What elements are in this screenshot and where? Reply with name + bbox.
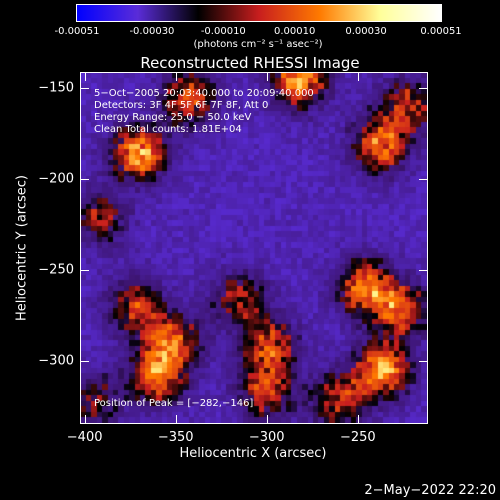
x-tick-mark xyxy=(84,415,86,423)
y-tick-mark xyxy=(419,269,427,271)
x-tick-label: −250 xyxy=(339,430,376,445)
colorbar-tick-label: -0.00051 xyxy=(54,26,100,37)
colorbar-tick-label: 0.00030 xyxy=(345,26,387,37)
x-tick-mark xyxy=(266,415,268,423)
y-tick-label: −250 xyxy=(38,262,74,278)
y-tick-label: −200 xyxy=(38,171,74,187)
colorbar-units: (photons cm⁻² s⁻¹ asec⁻²) xyxy=(193,39,323,50)
x-tick-mark xyxy=(175,415,177,423)
y-axis-label: Heliocentric Y (arcsec) xyxy=(14,175,30,321)
chart-title: Reconstructed RHESSI Image xyxy=(140,54,360,72)
y-tick-mark xyxy=(419,361,427,363)
colorbar-tick-label: 0.00010 xyxy=(273,26,316,37)
x-tick-label: −350 xyxy=(157,430,194,445)
annotation-time-range: 5−Oct−2005 20:03:40.000 to 20:09:40.000 xyxy=(94,88,314,99)
annotation-peak-position: Position of Peak = [−282,−146] xyxy=(94,398,254,409)
y-tick-mark xyxy=(81,178,89,180)
annotation-energy-range: Energy Range: 25.0 − 50.0 keV xyxy=(94,112,252,123)
colorbar-tick-label: -0.00030 xyxy=(129,26,175,37)
timestamp: 2−May−2022 22:20 xyxy=(364,483,496,498)
annotation-clean-counts: Clean Total counts: 1.81E+04 xyxy=(94,124,242,135)
x-tick-mark xyxy=(266,73,268,81)
x-tick-mark xyxy=(357,415,359,423)
x-tick-label: −400 xyxy=(66,430,103,445)
colorbar-tick-label: 0.00051 xyxy=(420,26,462,37)
heatmap-image xyxy=(81,73,427,423)
heatmap-plot-area[interactable] xyxy=(80,72,428,424)
y-tick-label: −150 xyxy=(38,80,74,96)
y-tick-mark xyxy=(81,361,89,363)
annotation-detectors: Detectors: 3F 4F 5F 6F 7F 8F, Att 0 xyxy=(94,100,269,111)
x-tick-mark xyxy=(357,73,359,81)
x-tick-mark xyxy=(84,73,86,81)
x-tick-mark xyxy=(175,73,177,81)
x-tick-label: −300 xyxy=(248,430,285,445)
y-tick-mark xyxy=(419,178,427,180)
y-tick-mark xyxy=(81,269,89,271)
y-tick-mark xyxy=(81,87,89,89)
y-tick-mark xyxy=(419,87,427,89)
y-tick-label: −300 xyxy=(38,353,74,369)
x-axis-label: Heliocentric X (arcsec) xyxy=(179,446,327,461)
colorbar-tick-label: -0.00010 xyxy=(200,26,246,37)
colorbar xyxy=(76,4,442,22)
